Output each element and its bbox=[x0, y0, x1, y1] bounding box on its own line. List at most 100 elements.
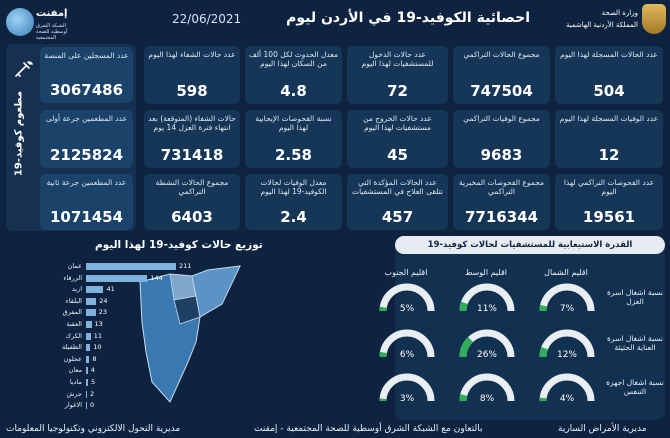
gauge-value: 11% bbox=[477, 304, 497, 314]
gauge-value: 26% bbox=[477, 350, 497, 360]
bar-category-label: العقبة bbox=[66, 320, 82, 328]
stat-card: عدد الحالات المسجلة لهذا اليوم 504 bbox=[555, 46, 663, 104]
vaccine-title: مطعوم كوفيد-19 bbox=[13, 90, 25, 177]
ministry-line1: وزارة الصحة bbox=[601, 9, 638, 17]
gauge-value: 7% bbox=[560, 304, 575, 314]
gauge-track bbox=[539, 373, 595, 402]
capacity-gauge: 6% bbox=[379, 329, 435, 360]
capacity-title: القدرة الاستيعابية للمستشفيات لحالات كوف… bbox=[395, 236, 665, 254]
ministry-line2: المملكة الأردنية الهاشمية bbox=[565, 21, 638, 29]
bar bbox=[86, 321, 92, 328]
bar bbox=[86, 286, 104, 294]
bar-category-label: الكرك bbox=[65, 331, 82, 340]
bar bbox=[86, 297, 97, 305]
logo-left-sub: الشبكة الشرق أوسطية للصحة المجتمعية bbox=[36, 23, 68, 41]
row-label-icu-beds: نسبة اشغال اسرة العناية الحثيثة bbox=[607, 334, 663, 352]
stat-card: عدد حالات الشفاء لهذا اليوم 598 bbox=[144, 46, 240, 104]
bar-value-label: 11 bbox=[93, 331, 102, 340]
stat-card: حالات الشفاء (المتوقعة) بعد انتهاء فترة … bbox=[144, 110, 240, 168]
stat-label: عدد الفحوصات التراكمي لهذا اليوم bbox=[563, 178, 655, 196]
stat-label: مجموع الفحوصات المخبرية التراكمي bbox=[459, 178, 544, 196]
stat-card: عدد حالات الخروج من مستشفيات لهذا اليوم 4… bbox=[347, 110, 448, 168]
stat-label: عدد الحالات المسجلة لهذا اليوم bbox=[560, 50, 658, 59]
footer-left: مديرية التحول الالكتروني وتكنولوجيا المع… bbox=[6, 424, 181, 434]
stat-value: 4.8 bbox=[280, 82, 307, 100]
page-title: احصائية الكوفيد-19 في الأردن ليوم bbox=[286, 10, 530, 26]
bar-category-label: المفرق bbox=[62, 308, 82, 317]
stat-value: 747504 bbox=[470, 82, 533, 100]
stat-value: 6403 bbox=[171, 208, 213, 226]
stat-card: مجموع الوفيات التراكمي 9683 bbox=[453, 110, 550, 168]
gauge-fill bbox=[459, 301, 468, 312]
capacity-gauge: 5% bbox=[379, 283, 435, 314]
bar bbox=[86, 367, 88, 375]
capacity-gauge: 7% bbox=[539, 283, 595, 314]
bar-category-label: جرش bbox=[66, 389, 82, 398]
emphnet-logo-icon bbox=[6, 8, 34, 36]
bar-category-label: الطفيلة bbox=[61, 343, 82, 352]
stat-value: 45 bbox=[387, 146, 408, 164]
region-label-north: اقليم الشمال bbox=[544, 268, 588, 277]
bar-value-label: 23 bbox=[98, 308, 108, 317]
bar-value-label: 13 bbox=[94, 320, 103, 328]
stat-label: عدد الوفيات المسجلة لهذا اليوم bbox=[559, 114, 659, 123]
row-label-isolation-beds: نسبة اشغال اسرة العزل bbox=[607, 288, 663, 306]
stat-card: عدد الوفيات المسجلة لهذا اليوم 12 bbox=[555, 110, 663, 168]
bar-category-label: عمان bbox=[67, 262, 82, 270]
bar-category-label: اربد bbox=[71, 285, 82, 294]
gauge-fill bbox=[459, 394, 468, 402]
bar-category-label: معان bbox=[68, 366, 82, 375]
stat-value: 457 bbox=[381, 208, 414, 226]
gauge-track bbox=[459, 373, 515, 402]
bar-value-label: 8 bbox=[92, 354, 97, 363]
stat-value: 12 bbox=[598, 146, 620, 164]
stat-label: معدل الحدوث لكل 100 ألف من السكان لهذا ا… bbox=[249, 50, 338, 68]
stat-value: 598 bbox=[176, 82, 208, 100]
stat-card: مجموع الفحوصات المخبرية التراكمي 7716344 bbox=[453, 174, 550, 230]
stat-label: عدد حالات الخروج من مستشفيات لهذا اليوم bbox=[363, 114, 432, 132]
gauge-track bbox=[539, 283, 595, 312]
stat-value: 504 bbox=[593, 82, 625, 100]
stat-label: نسبة الفحوصات الإيجابية لهذا اليوم bbox=[255, 114, 332, 132]
capacity-gauge: 12% bbox=[539, 329, 595, 360]
stat-card: عدد الفحوصات التراكمي لهذا اليوم 19561 bbox=[555, 174, 663, 230]
bar-value-label: 0 bbox=[90, 401, 95, 410]
gauge-track bbox=[379, 373, 435, 402]
stat-value: 72 bbox=[387, 82, 408, 100]
stat-label: مجموع الحالات النشطة التراكمي bbox=[155, 178, 229, 196]
bar bbox=[86, 379, 89, 386]
stat-label: حالات الشفاء (المتوقعة) بعد انتهاء فترة … bbox=[148, 114, 236, 132]
gauge-track bbox=[379, 283, 435, 312]
vaccine-value: 1071454 bbox=[49, 208, 124, 226]
row-label-ventilators: نسبة اشغال اجهزة التنفس bbox=[606, 378, 664, 396]
jordan-map bbox=[139, 265, 241, 403]
vaccine-label: عدد المسجلين على المنصة bbox=[44, 51, 129, 60]
stat-label: معدل الوفيات لحالات الكوفيد-19 لهذا اليو… bbox=[260, 178, 327, 196]
logo-left-name: إمفنت bbox=[36, 8, 68, 19]
vaccine-card: عدد المطعمين جرعة أولى 2125824 bbox=[40, 110, 133, 168]
footer-right: مديرية الأمراض السارية bbox=[558, 424, 647, 434]
stat-value: 2.4 bbox=[280, 208, 307, 226]
bar bbox=[86, 332, 91, 340]
stat-card: معدل الحدوث لكل 100 ألف من السكان لهذا ا… bbox=[245, 46, 342, 104]
stat-card: عدد الحالات المؤكدة التي تتلقى العلاج في… bbox=[347, 174, 448, 230]
bar-value-label: 144 bbox=[150, 273, 163, 282]
stat-value: 7716344 bbox=[464, 208, 539, 226]
distribution-bar-chart: عمان 211 الزرقاء 144 اربد 41 البلقاء 24 المفرق 23… bbox=[6, 262, 196, 418]
distribution-title: توزيع حالات كوفيد-19 لهذا اليوم bbox=[95, 239, 263, 251]
bar-category-label: الاغوار bbox=[64, 401, 82, 410]
bar-value-label: 41 bbox=[106, 285, 115, 294]
capacity-gauge: 8% bbox=[459, 373, 515, 404]
vaccine-label: عدد المطعمين جرعة ثانية bbox=[46, 178, 127, 187]
stat-value: 2.58 bbox=[274, 146, 312, 164]
stat-value: 731418 bbox=[160, 146, 224, 164]
capacity-gauge: 4% bbox=[539, 373, 595, 404]
gauge-fill bbox=[539, 346, 548, 358]
vaccine-value: 2125824 bbox=[49, 146, 124, 164]
bar-category-label: الزرقاء bbox=[63, 273, 82, 282]
bar bbox=[86, 344, 91, 352]
bar-category-label: البلقاء bbox=[65, 296, 82, 305]
report-date: 22/06/2021 bbox=[172, 12, 242, 26]
stat-label: عدد حالات الشفاء لهذا اليوم bbox=[148, 50, 236, 59]
gauge-value: 3% bbox=[400, 394, 415, 404]
